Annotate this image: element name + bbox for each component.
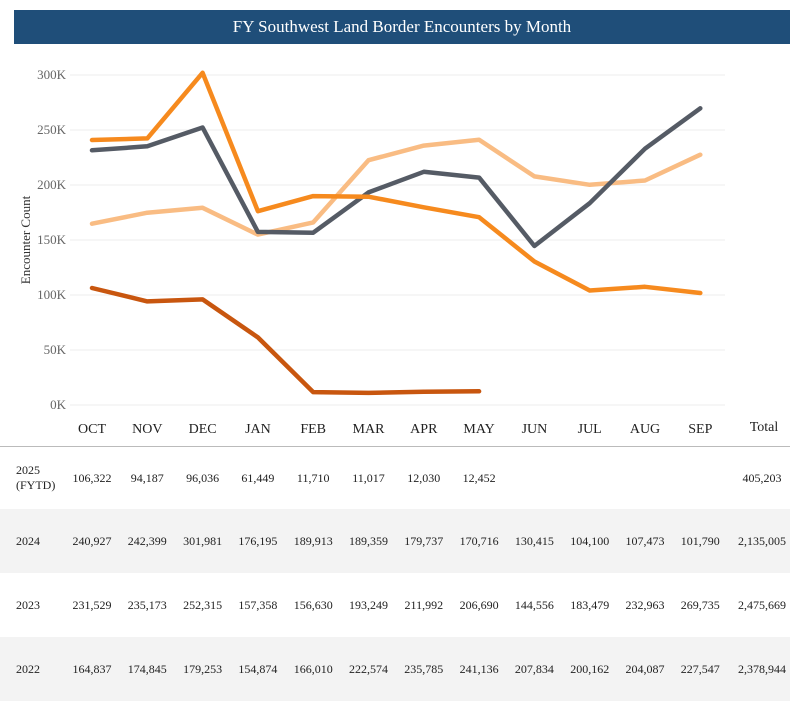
table-cell: 206,690 (459, 598, 499, 612)
table-cell: 204,087 (625, 662, 665, 676)
y-tick-label: 50K (44, 342, 67, 357)
table-cell: 235,785 (404, 662, 444, 676)
table-cell: 222,574 (349, 662, 388, 676)
table-cell: 144,556 (514, 598, 554, 612)
table-cell: 193,249 (349, 598, 388, 612)
table-cell: 231,529 (72, 598, 112, 612)
table-cell: 207,834 (514, 662, 554, 676)
table-cell: 106,322 (72, 471, 112, 485)
series-line-2025 (89, 285, 482, 396)
table-cell: 96,036 (186, 471, 220, 485)
table-row: 2023 231,529 235,173 252,315 157,358 156,630 1… (0, 573, 790, 637)
table-cell: 179,253 (183, 662, 223, 676)
x-tick-label: JUN (522, 422, 548, 437)
y-tick-label: 100K (37, 287, 67, 302)
table-cell: 174,845 (127, 662, 167, 676)
table-row: 2024 240,927 242,399 301,981 176,195 189,913 1… (0, 509, 790, 573)
x-tick-label: FEB (300, 422, 326, 437)
table-cell: 242,399 (127, 534, 167, 548)
y-tick-label: 250K (37, 122, 67, 137)
x-tick-label: SEP (688, 422, 712, 437)
table-cell: 170,716 (459, 534, 499, 548)
x-tick-label: DEC (189, 422, 217, 437)
table-cell: 176,195 (238, 534, 278, 548)
x-tick-label: AUG (630, 422, 660, 437)
total-cell: 2,475,669 (738, 598, 786, 612)
table-cell: 11,017 (352, 471, 385, 485)
table-cell: 164,837 (72, 662, 112, 676)
x-tick-label: OCT (78, 422, 106, 437)
total-header: Total (750, 420, 779, 435)
series-line-2023 (89, 106, 703, 249)
y-tick-label: 200K (37, 177, 67, 192)
table-cell: 232,963 (625, 598, 665, 612)
y-tick-label: 300K (37, 67, 67, 82)
total-cell: 2,135,005 (738, 534, 786, 548)
table-cell: 11,710 (296, 471, 330, 485)
table-cell: 104,100 (570, 534, 610, 548)
table-cell: 157,358 (238, 598, 278, 612)
series-line-2022 (89, 137, 703, 237)
y-tick-label: 150K (37, 232, 67, 247)
total-cell: 2,378,944 (738, 662, 786, 676)
table-cell: 211,992 (404, 598, 444, 612)
x-tick-label: MAR (353, 422, 386, 437)
x-tick-label: MAY (463, 422, 494, 437)
table-cell: 189,913 (293, 534, 333, 548)
table-cell: 227,547 (680, 662, 720, 676)
x-tick-label: JUL (578, 422, 602, 437)
table-cell: 269,735 (680, 598, 720, 612)
table-cell: 12,452 (462, 471, 496, 485)
row-label: 2024 (16, 534, 40, 548)
table-row: 2025 (FYTD) 106,322 94,187 96,036 61,449 11,7… (0, 446, 790, 510)
chart-title: FY Southwest Land Border Encounters by M… (14, 10, 790, 44)
table-cell: 94,187 (130, 471, 164, 485)
table-cell: 130,415 (514, 534, 554, 548)
x-tick-label: NOV (132, 422, 162, 437)
table-cell: 101,790 (680, 534, 720, 548)
table-cell: 235,173 (127, 598, 167, 612)
table-cell: 156,630 (293, 598, 333, 612)
table-cell: 183,479 (570, 598, 610, 612)
row-label: 2022 (16, 662, 40, 676)
y-tick-label: 0K (50, 397, 67, 412)
table-cell: 241,136 (459, 662, 499, 676)
table-cell: 240,927 (72, 534, 112, 548)
table-divider (0, 446, 790, 447)
row-label: 2025 (FYTD) (16, 463, 56, 492)
table-cell: 252,315 (183, 598, 223, 612)
table-cell: 301,981 (183, 534, 223, 548)
table-cell: 166,010 (293, 662, 333, 676)
table-cell: 107,473 (625, 534, 665, 548)
table-cell: 179,737 (404, 534, 444, 548)
series-line-2024 (89, 70, 703, 296)
table-cell: 154,874 (238, 662, 278, 676)
total-cell: 405,203 (742, 471, 782, 485)
x-tick-label: APR (410, 422, 438, 437)
table-cell: 61,449 (241, 471, 275, 485)
table-cell: 12,030 (407, 471, 441, 485)
row-label: 2023 (16, 598, 40, 612)
table-cell: 189,359 (349, 534, 388, 548)
x-tick-label: JAN (245, 422, 271, 437)
table-row: 2022 164,837 174,845 179,253 154,874 166,010 2… (0, 637, 790, 701)
y-axis-label: Encounter Count (18, 195, 33, 284)
table-cell: 200,162 (570, 662, 610, 676)
line-chart: 0K 50K 100K 150K 200K 250K 300K Encounter Count… (18, 67, 779, 437)
